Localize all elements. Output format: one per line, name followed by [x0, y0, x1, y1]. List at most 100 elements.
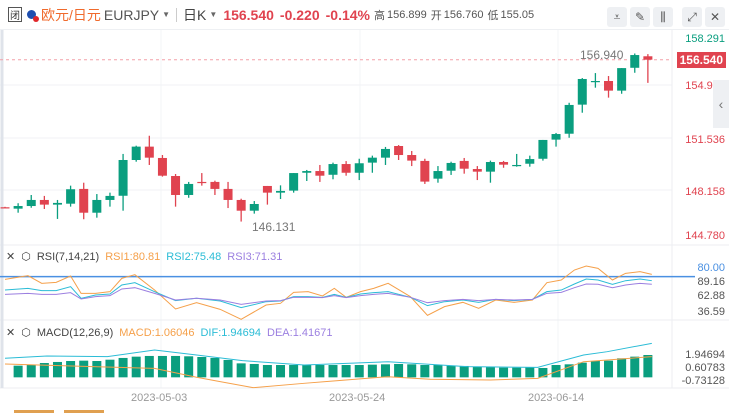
macd-histogram-bar [52, 361, 62, 378]
indicator-icon[interactable]: ⩡ [607, 7, 627, 27]
date-label: 2023-05-24 [329, 392, 386, 404]
eu-flag-icon [27, 10, 39, 22]
macd-histogram-bar [66, 361, 76, 378]
candle-type-icon[interactable]: ⫼ [653, 7, 673, 27]
last-price: 156.540 [223, 6, 274, 23]
macd-histogram-bar [92, 361, 102, 378]
rsi2-line [4, 278, 652, 309]
dea-line [4, 356, 652, 389]
candle-down [472, 169, 482, 172]
candle-down [315, 171, 325, 176]
macd-histogram-bar [105, 359, 115, 378]
candle-up [630, 55, 640, 68]
candle-up [590, 81, 600, 83]
macd-histogram-bar [420, 365, 430, 378]
candle-up [617, 68, 627, 91]
macd-histogram-bar [394, 363, 404, 378]
symbol-dropdown-icon[interactable]: ▼ [162, 10, 171, 19]
period-select[interactable]: 日K [183, 6, 207, 23]
candle-down [420, 160, 430, 182]
rsi1-line [4, 265, 652, 320]
settings-icon[interactable]: ⬡ [21, 327, 31, 339]
rsi-axis-label: 89.16 [697, 276, 725, 288]
open-value: 156.760 [443, 8, 484, 21]
price-axis-label: 144.780 [685, 230, 725, 242]
candle-up [367, 157, 377, 163]
low-value: 155.05 [500, 8, 535, 21]
rsi-axis-80: 80.00 [697, 262, 725, 274]
last-price-tag: 156.540 [676, 52, 726, 68]
candle-up [564, 104, 574, 134]
candle-up [551, 134, 561, 140]
candle-up [249, 204, 259, 211]
close-indicator-icon[interactable]: ✕ [6, 327, 16, 339]
macd-histogram-bar [197, 356, 207, 378]
macd-histogram-bar [407, 364, 417, 378]
rsi3-line [4, 282, 652, 305]
macd-histogram-bar [472, 366, 482, 378]
macd-title: MACD(12,26,9) [36, 326, 114, 339]
candle-up [525, 159, 535, 164]
candle-down [604, 81, 614, 91]
candle-down [144, 146, 154, 158]
settings-icon[interactable]: ⬡ [21, 251, 31, 263]
candle-down [171, 176, 181, 195]
macd-histogram-bar [446, 365, 456, 378]
collapse-panel-button[interactable]: ‹ [713, 80, 729, 128]
low-label: 低 [487, 9, 499, 22]
symbol[interactable]: EURJPY [103, 6, 160, 23]
macd-axis-label: 1.94694 [685, 349, 725, 361]
rsi-legend: ✕ ⬡ RSI(7,14,21) RSI1:80.81 RSI2:75.48 R… [6, 250, 283, 264]
macd-histogram-bar [617, 358, 627, 378]
candle-down [499, 162, 509, 165]
candle-down [0, 207, 10, 209]
candle-up [131, 146, 141, 160]
candle-up [302, 171, 312, 173]
macd-histogram-bar [564, 364, 574, 378]
rsi2-value: RSI2:75.48 [166, 250, 222, 263]
chart-header: 闭 欧元/日元 EURJPY ▼ 日K ▼ 156.540 -0.220 -0.… [0, 0, 729, 30]
candle-up [380, 148, 390, 158]
bottom-tab[interactable] [64, 410, 104, 413]
macd-histogram-bar [577, 362, 587, 378]
pair-name[interactable]: 欧元/日元 [41, 6, 101, 23]
close-icon[interactable]: ✕ [705, 7, 725, 27]
candle-up [105, 195, 115, 200]
candle-down [79, 188, 89, 213]
macd-histogram-bar [26, 364, 36, 378]
expand-icon[interactable]: ⤢ [682, 7, 702, 27]
macd-histogram-bar [171, 355, 181, 378]
candle-up [446, 162, 456, 171]
macd-histogram-bar [538, 367, 548, 378]
high-label: 高 [373, 9, 385, 22]
macd-histogram-bar [302, 365, 312, 378]
macd-histogram-bar [328, 365, 338, 378]
macd-axis-label: 0.60783 [685, 362, 725, 374]
bottom-tab[interactable] [14, 410, 54, 413]
candle-down [407, 155, 417, 161]
date-label: 2023-06-14 [528, 392, 585, 404]
candle-up [354, 163, 364, 173]
dea-value: DEA:1.41671 [267, 326, 333, 339]
macd-axis-label: -0.73128 [681, 375, 725, 387]
period-dropdown-icon[interactable]: ▼ [209, 10, 218, 19]
candle-up [485, 162, 495, 172]
candle-up [184, 183, 194, 195]
close-indicator-icon[interactable]: ✕ [6, 251, 16, 263]
macd-histogram-bar [604, 360, 614, 378]
macd-histogram-bar [499, 367, 509, 378]
window-icon[interactable]: 闭 [8, 7, 22, 22]
macd-histogram-bar [210, 357, 220, 378]
price-axis-top: 158.291 [685, 33, 725, 45]
macd-histogram-bar [512, 367, 522, 378]
dif-value: DIF:1.94694 [200, 326, 262, 339]
macd-value: MACD:1.06046 [119, 326, 195, 339]
candle-up [52, 202, 62, 205]
macd-histogram-bar [643, 354, 653, 378]
pencil-icon[interactable]: ✎ [630, 7, 650, 27]
candle-up [512, 164, 522, 167]
candle-down [197, 181, 207, 184]
rsi3-value: RSI3:71.31 [227, 250, 283, 263]
price-axis-label: 151.536 [685, 134, 725, 146]
